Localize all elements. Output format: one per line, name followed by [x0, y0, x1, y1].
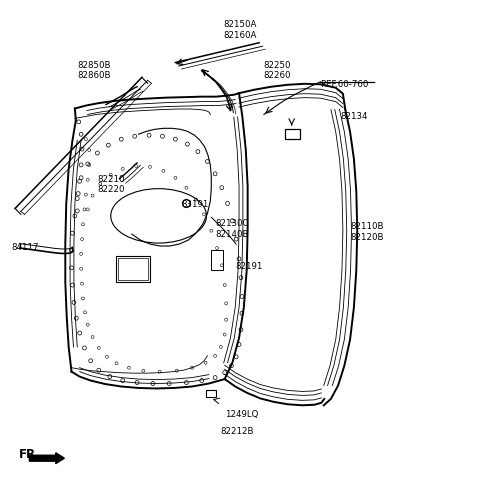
- Text: 83191: 83191: [181, 199, 209, 208]
- Text: 82212B: 82212B: [221, 427, 254, 436]
- Text: 1249LQ: 1249LQ: [225, 410, 258, 419]
- Bar: [118, 258, 148, 280]
- Bar: [286, 129, 300, 139]
- Text: 82110B
82120B: 82110B 82120B: [350, 222, 384, 242]
- Bar: [211, 250, 223, 270]
- Text: 82250
82260: 82250 82260: [263, 61, 290, 80]
- Text: 84117: 84117: [11, 243, 39, 252]
- Text: 82150A
82160A: 82150A 82160A: [223, 20, 257, 40]
- Text: 82210
82220: 82210 82220: [97, 175, 124, 194]
- Text: REF.60-760: REF.60-760: [321, 80, 369, 89]
- Text: 82134: 82134: [340, 112, 368, 121]
- FancyArrow shape: [29, 453, 64, 464]
- Text: 82191: 82191: [235, 262, 263, 271]
- Bar: [205, 390, 216, 397]
- Text: 82130C
82140B: 82130C 82140B: [215, 219, 249, 239]
- Bar: [116, 256, 150, 282]
- Text: 82850B
82860B: 82850B 82860B: [77, 61, 111, 80]
- Text: FR.: FR.: [19, 448, 41, 461]
